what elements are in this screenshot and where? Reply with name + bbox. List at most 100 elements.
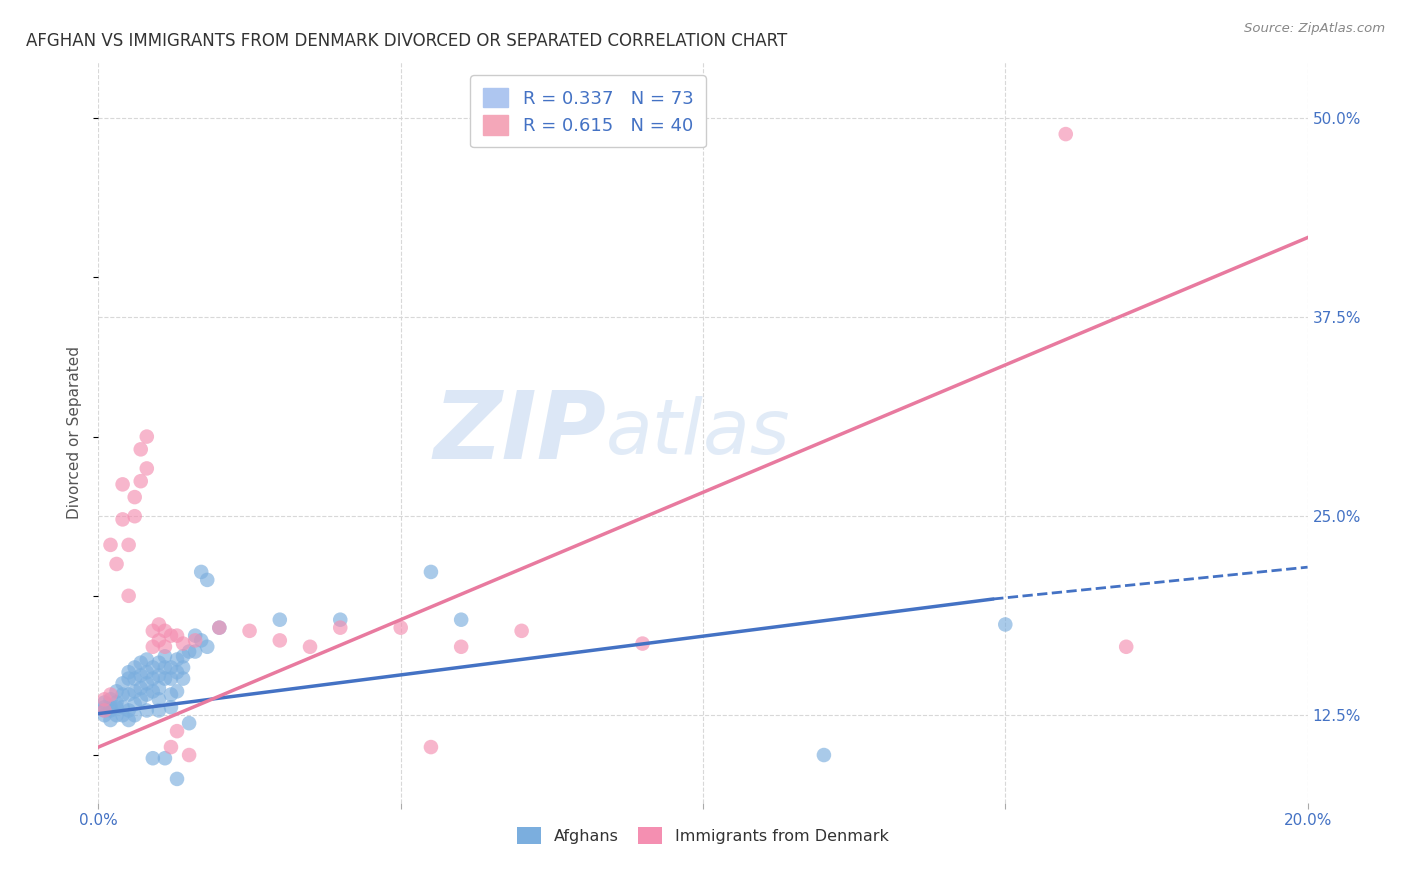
Point: [142, 660, 165, 674]
Point: [111, 700, 134, 714]
Point: [142, 684, 165, 698]
Point: [93, 692, 115, 706]
Point: [269, 633, 291, 648]
Point: [118, 713, 141, 727]
Point: [160, 740, 183, 755]
Point: [184, 629, 207, 643]
Point: [179, 716, 201, 731]
Point: [129, 692, 152, 706]
Point: [153, 624, 176, 638]
Point: [160, 700, 183, 714]
Point: [124, 490, 146, 504]
Point: [105, 696, 128, 710]
Point: [135, 703, 157, 717]
Point: [208, 621, 231, 635]
Point: [129, 656, 152, 670]
Point: [129, 668, 152, 682]
Point: [153, 649, 176, 664]
Point: [135, 688, 157, 702]
Point: [105, 708, 128, 723]
Point: [118, 672, 141, 686]
Point: [100, 713, 122, 727]
Text: Source: ZipAtlas.com: Source: ZipAtlas.com: [1244, 22, 1385, 36]
Point: [195, 573, 218, 587]
Point: [172, 660, 194, 674]
Point: [239, 624, 262, 638]
Point: [100, 538, 122, 552]
Point: [111, 477, 134, 491]
Point: [148, 703, 170, 717]
Point: [93, 700, 115, 714]
Point: [160, 672, 183, 686]
Point: [153, 672, 176, 686]
Point: [166, 652, 188, 666]
Point: [142, 624, 165, 638]
Point: [148, 656, 170, 670]
Point: [389, 621, 412, 635]
Point: [1115, 640, 1137, 654]
Point: [184, 644, 207, 658]
Point: [124, 708, 146, 723]
Point: [105, 700, 128, 714]
Point: [148, 617, 170, 632]
Point: [124, 684, 146, 698]
Point: [93, 703, 115, 717]
Point: [450, 613, 472, 627]
Point: [148, 692, 170, 706]
Point: [420, 565, 443, 579]
Point: [148, 633, 170, 648]
Text: ZIP: ZIP: [433, 386, 606, 479]
Point: [172, 649, 194, 664]
Point: [172, 672, 194, 686]
Point: [166, 684, 188, 698]
Point: [135, 665, 157, 680]
Legend: Afghans, Immigrants from Denmark: Afghans, Immigrants from Denmark: [510, 821, 896, 850]
Point: [118, 703, 141, 717]
Point: [269, 613, 291, 627]
Point: [153, 751, 176, 765]
Point: [129, 681, 152, 695]
Text: AFGHAN VS IMMIGRANTS FROM DENMARK DIVORCED OR SEPARATED CORRELATION CHART: AFGHAN VS IMMIGRANTS FROM DENMARK DIVORC…: [25, 32, 787, 50]
Point: [166, 665, 188, 680]
Point: [510, 624, 533, 638]
Point: [118, 538, 141, 552]
Point: [118, 688, 141, 702]
Point: [111, 708, 134, 723]
Point: [118, 665, 141, 680]
Point: [166, 724, 188, 739]
Point: [135, 461, 157, 475]
Point: [420, 740, 443, 755]
Point: [100, 700, 122, 714]
Point: [148, 681, 170, 695]
Point: [631, 637, 654, 651]
Point: [135, 429, 157, 443]
Point: [124, 660, 146, 674]
Point: [105, 684, 128, 698]
Point: [160, 629, 183, 643]
Point: [172, 637, 194, 651]
Point: [142, 751, 165, 765]
Point: [93, 703, 115, 717]
Point: [129, 474, 152, 488]
Point: [124, 697, 146, 711]
Point: [93, 696, 115, 710]
Point: [135, 676, 157, 690]
Point: [124, 672, 146, 686]
Point: [160, 688, 183, 702]
Point: [195, 640, 218, 654]
Point: [100, 703, 122, 717]
Point: [329, 621, 352, 635]
Point: [153, 660, 176, 674]
Point: [100, 688, 122, 702]
Point: [142, 640, 165, 654]
Point: [179, 747, 201, 762]
Point: [129, 442, 152, 457]
Point: [208, 621, 231, 635]
Point: [111, 688, 134, 702]
Point: [166, 629, 188, 643]
Text: atlas: atlas: [606, 396, 790, 469]
Point: [179, 644, 201, 658]
Point: [142, 672, 165, 686]
Point: [93, 708, 115, 723]
Point: [135, 652, 157, 666]
